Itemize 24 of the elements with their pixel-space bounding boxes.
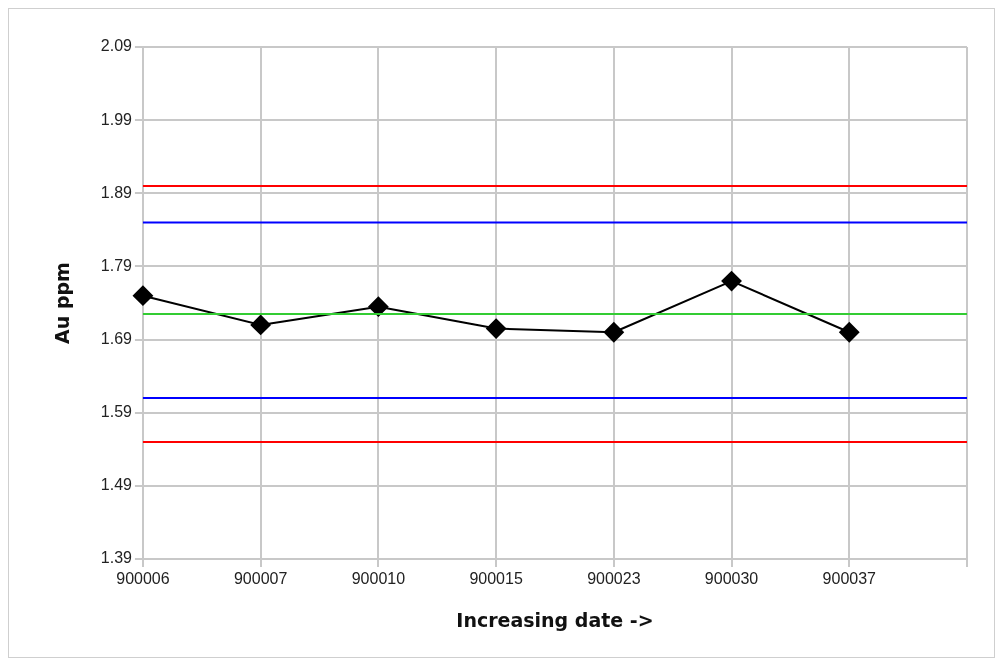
- x-tick-label: 900023: [587, 570, 641, 588]
- y-tick-label: 1.79: [100, 256, 133, 274]
- y-tick-label: 1.69: [100, 329, 133, 347]
- point: [368, 296, 389, 317]
- x-tick-label: 900015: [469, 570, 523, 588]
- y-tick-label: 2.09: [100, 37, 133, 55]
- point: [250, 314, 271, 335]
- x-axis-title: Increasing date ->: [456, 608, 654, 631]
- point: [839, 322, 860, 343]
- y-tick-label: 1.49: [100, 476, 133, 494]
- y-tick-label: 1.99: [100, 110, 133, 128]
- point: [486, 318, 507, 339]
- x-tick-label: 900007: [233, 570, 288, 588]
- point: [721, 271, 742, 292]
- x-tick-label: 900030: [704, 570, 759, 588]
- point: [603, 322, 624, 343]
- y-tick-label: 1.39: [100, 549, 133, 567]
- x-tick-label: 900006: [116, 570, 170, 588]
- point: [132, 285, 153, 306]
- x-tick-label: 900037: [822, 570, 877, 588]
- x-tick-label: 900010: [351, 570, 406, 588]
- y-tick-label: 1.89: [100, 183, 133, 201]
- y-tick-label: 1.59: [100, 403, 133, 421]
- y-axis-title: Au ppm: [51, 262, 74, 344]
